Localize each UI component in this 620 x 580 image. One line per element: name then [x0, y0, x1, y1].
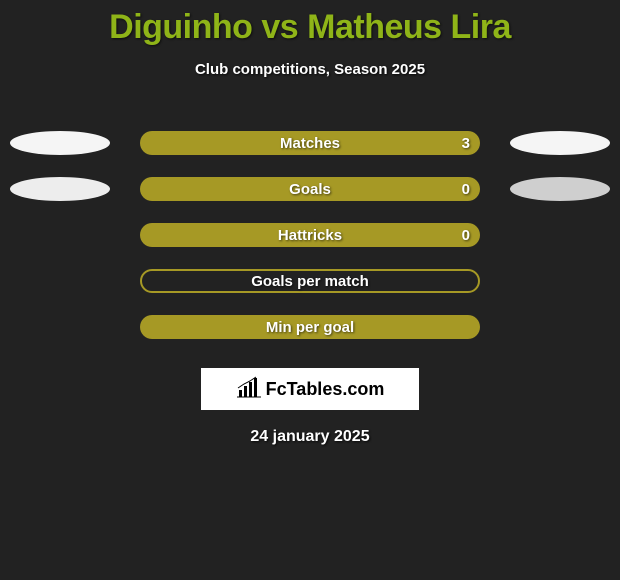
stat-row-mpg: Min per goal — [0, 304, 620, 350]
stat-bar: Goals per match — [140, 269, 480, 293]
bar-chart-icon — [236, 376, 262, 403]
stat-row-matches: Matches 3 — [0, 120, 620, 166]
logo-box: FcTables.com — [201, 368, 419, 410]
stat-bar: Min per goal — [140, 315, 480, 339]
ellipse-left — [10, 177, 110, 201]
logo-text: FcTables.com — [266, 379, 385, 400]
ellipse-right — [510, 131, 610, 155]
stat-bar: Hattricks 0 — [140, 223, 480, 247]
stat-value: 0 — [462, 181, 470, 198]
stat-row-gpm: Goals per match — [0, 258, 620, 304]
page-title: Diguinho vs Matheus Lira — [0, 0, 620, 47]
ellipse-left — [10, 131, 110, 155]
stat-label: Min per goal — [266, 319, 354, 336]
ellipse-right — [510, 177, 610, 201]
subtitle: Club competitions, Season 2025 — [0, 61, 620, 78]
stat-bar: Goals 0 — [140, 177, 480, 201]
stat-value: 3 — [462, 135, 470, 152]
stat-row-hattricks: Hattricks 0 — [0, 212, 620, 258]
stat-label: Matches — [280, 135, 340, 152]
stat-bar: Matches 3 — [140, 131, 480, 155]
stat-value: 0 — [462, 227, 470, 244]
stat-row-goals: Goals 0 — [0, 166, 620, 212]
stat-label: Goals per match — [251, 273, 369, 290]
stat-rows: Matches 3 Goals 0 Hattricks 0 Goals per … — [0, 120, 620, 350]
stat-label: Goals — [289, 181, 331, 198]
stat-label: Hattricks — [278, 227, 342, 244]
date: 24 january 2025 — [0, 428, 620, 446]
